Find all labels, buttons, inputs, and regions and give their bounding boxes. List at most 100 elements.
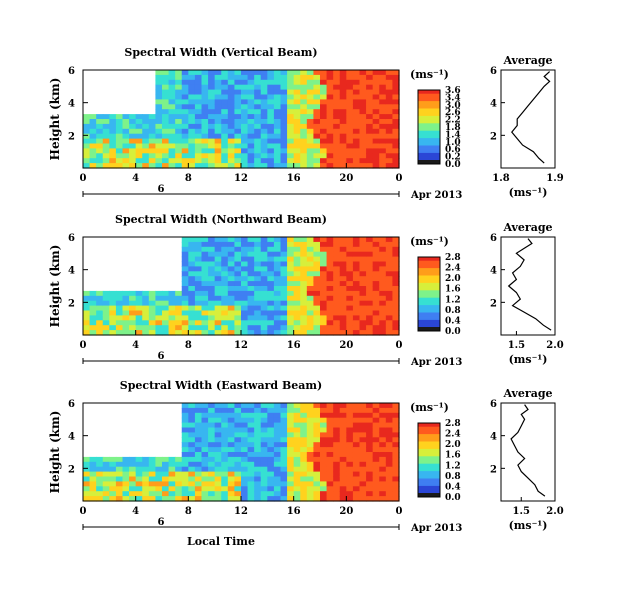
- heatmap-cell: [339, 330, 347, 336]
- heatmap-cell: [162, 471, 170, 478]
- heatmap-cell: [221, 261, 229, 267]
- heatmap-cell: [241, 305, 249, 312]
- heatmap-cell: [254, 422, 262, 429]
- heatmap-cell: [280, 427, 288, 433]
- heatmap-cell: [333, 276, 341, 282]
- heatmap-cell: [313, 148, 321, 154]
- heatmap-cell: [300, 89, 308, 96]
- heatmap-cell: [313, 128, 321, 135]
- heatmap-cell: [89, 148, 97, 154]
- heatmap-cell: [247, 84, 255, 91]
- heatmap-cell: [313, 295, 321, 302]
- heatmap-cell: [122, 476, 130, 482]
- heatmap-cell: [254, 251, 262, 258]
- heatmap-cell: [188, 427, 196, 433]
- heatmap-cell: [339, 305, 347, 312]
- heatmap-cell: [208, 330, 216, 336]
- heatmap-cell: [201, 153, 209, 159]
- heatmap-cell: [142, 114, 150, 120]
- heatmap-cell: [89, 158, 97, 164]
- heatmap-cell: [129, 119, 137, 125]
- heatmap-cell: [313, 84, 321, 91]
- heatmap-cell: [129, 295, 137, 302]
- heatmap-cell: [333, 251, 341, 258]
- heatmap-cell: [129, 491, 137, 497]
- heatmap-cells: [83, 403, 400, 502]
- heatmap-cell: [188, 403, 196, 409]
- heatmap-cell: [208, 407, 216, 414]
- heatmap-cell: [201, 403, 209, 409]
- heatmap-cell: [306, 271, 315, 277]
- heatmap-cell: [102, 310, 110, 316]
- heatmap-cell: [346, 403, 354, 409]
- heatmap-cell: [181, 261, 189, 267]
- heatmap-cell: [201, 461, 209, 468]
- heatmap-cell: [372, 99, 380, 105]
- heatmap-cell: [326, 403, 334, 409]
- heatmap-cell: [260, 456, 268, 463]
- heatmap-cell: [241, 286, 249, 292]
- heatmap-cell: [227, 437, 236, 443]
- heatmap-cell: [352, 143, 361, 149]
- colorbar-swatch: [418, 325, 440, 328]
- heatmap-cell: [194, 119, 203, 125]
- heatmap-cell: [333, 109, 341, 115]
- heatmap-cell: [352, 119, 361, 125]
- heatmap-cell: [352, 148, 361, 154]
- heatmap-cell: [227, 422, 236, 429]
- heatmap-cell: [326, 276, 334, 282]
- heatmap-cell: [208, 276, 216, 282]
- heatmap-cell: [306, 84, 315, 91]
- heatmap-cell: [287, 491, 295, 497]
- panel-title: Spectral Width (Vertical Beam): [124, 46, 317, 59]
- heatmap-cell: [221, 471, 229, 478]
- colorbar-tick-label: 2.6: [445, 108, 461, 118]
- heatmap-cell: [260, 447, 268, 453]
- heatmap-cell: [326, 256, 334, 263]
- heatmap-cell: [293, 295, 301, 302]
- heatmap-cell: [392, 491, 400, 497]
- heatmap-cell: [267, 153, 275, 159]
- heatmap-cell: [313, 442, 321, 448]
- heatmap-cell: [208, 305, 216, 312]
- heatmap-cell: [188, 251, 196, 258]
- heatmap-cell: [214, 471, 222, 478]
- heatmap-cell: [372, 138, 380, 145]
- heatmap-cell: [366, 138, 374, 145]
- heatmap-cell: [188, 310, 196, 316]
- heatmap-cell: [287, 481, 295, 487]
- heatmap-cell: [208, 432, 216, 438]
- heatmap-cell: [254, 325, 262, 331]
- heatmap-cell: [148, 123, 157, 130]
- heatmap-cell: [122, 330, 130, 336]
- heatmap-cell: [234, 256, 242, 263]
- heatmap-cell: [352, 251, 361, 258]
- heatmap-cell: [287, 246, 295, 253]
- heatmap-cell: [214, 237, 222, 243]
- heatmap-cell: [188, 99, 196, 105]
- heatmap-cell: [280, 94, 288, 100]
- heatmap-cell: [326, 330, 334, 336]
- heatmap-cell: [392, 94, 400, 100]
- heatmap-cell: [300, 281, 308, 287]
- heatmap-cell: [208, 447, 216, 453]
- heatmap-cell: [194, 104, 203, 110]
- heatmap-cell: [247, 261, 255, 267]
- heatmap-cell: [247, 109, 255, 115]
- heatmap-cell: [194, 320, 203, 326]
- heatmap-cell: [379, 133, 387, 140]
- heatmap-cell: [339, 486, 347, 492]
- heatmap-cell: [227, 94, 236, 100]
- heatmap-cell: [96, 153, 104, 159]
- heatmap-cell: [155, 320, 163, 326]
- heatmap-cell: [254, 79, 262, 86]
- colorbar-swatch: [418, 117, 440, 121]
- heatmap-cell: [181, 153, 189, 159]
- heatmap-cell: [175, 138, 183, 145]
- heatmap-cell: [260, 305, 268, 312]
- heatmap-cell: [306, 486, 315, 492]
- heatmap-cell: [181, 276, 189, 282]
- heatmap-cell: [333, 427, 341, 433]
- heatmap-cell: [181, 133, 189, 140]
- heatmap-cell: [372, 325, 380, 331]
